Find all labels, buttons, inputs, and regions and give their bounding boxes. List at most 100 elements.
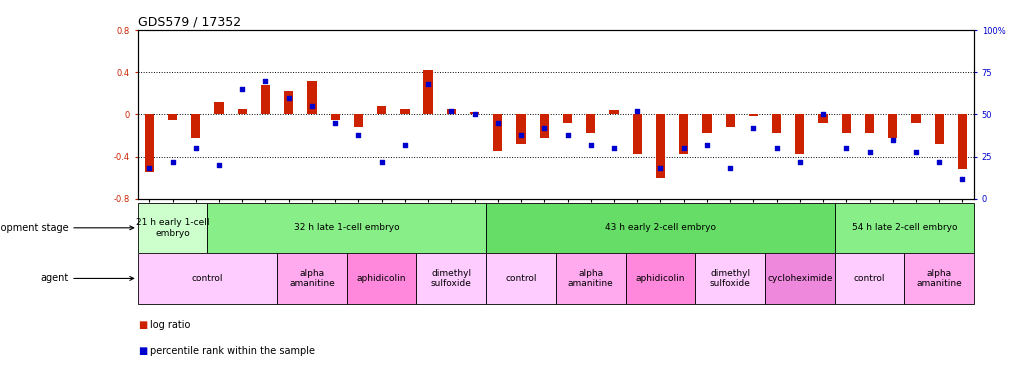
Bar	[933, 114, 943, 144]
Bar	[493, 114, 502, 151]
Point	[814, 111, 830, 117]
Point	[582, 142, 598, 148]
Point	[652, 165, 668, 171]
Point	[211, 162, 227, 168]
Point	[954, 176, 970, 181]
Point	[907, 148, 923, 154]
Bar	[470, 112, 479, 114]
Point	[350, 132, 366, 138]
Text: ■: ■	[138, 346, 147, 356]
Bar	[957, 114, 966, 169]
Bar	[904, 253, 973, 304]
Bar	[214, 102, 223, 114]
Text: control: control	[504, 274, 536, 283]
Bar	[701, 114, 711, 134]
Point	[675, 145, 691, 151]
Point	[442, 108, 459, 114]
Point	[373, 159, 389, 165]
Point	[629, 108, 645, 114]
Point	[536, 125, 552, 131]
Point	[605, 145, 622, 151]
Text: log ratio: log ratio	[150, 320, 191, 330]
Text: dimethyl
sulfoxide: dimethyl sulfoxide	[709, 269, 750, 288]
Text: alpha
amanitine: alpha amanitine	[568, 269, 613, 288]
Bar	[555, 253, 625, 304]
Bar	[261, 85, 270, 114]
Bar	[864, 114, 873, 134]
Text: control: control	[853, 274, 884, 283]
Point	[791, 159, 807, 165]
Point	[513, 132, 529, 138]
Point	[466, 111, 482, 117]
Text: control: control	[192, 274, 223, 283]
Point	[745, 125, 761, 131]
Bar	[910, 114, 920, 123]
Bar	[625, 253, 695, 304]
Bar	[562, 114, 572, 123]
Point	[164, 159, 180, 165]
Point	[838, 145, 854, 151]
Point	[257, 78, 273, 84]
Bar	[516, 114, 525, 144]
Bar	[817, 114, 827, 123]
Text: GDS579 / 17352: GDS579 / 17352	[138, 16, 240, 29]
Bar	[632, 114, 641, 154]
Bar	[277, 253, 346, 304]
Bar	[354, 114, 363, 127]
Bar	[138, 253, 277, 304]
Point	[327, 120, 343, 126]
Bar	[138, 202, 207, 253]
Bar	[416, 253, 486, 304]
Point	[930, 159, 947, 165]
Bar	[679, 114, 688, 154]
Bar	[346, 253, 416, 304]
Bar	[834, 253, 904, 304]
Point	[721, 165, 738, 171]
Bar	[608, 110, 618, 114]
Point	[558, 132, 575, 138]
Text: dimethyl
sulfoxide: dimethyl sulfoxide	[430, 269, 472, 288]
Text: agent: agent	[40, 273, 133, 284]
Bar	[283, 91, 293, 114]
Bar	[145, 114, 154, 172]
Bar	[764, 253, 834, 304]
Text: 54 h late 2-cell embryo: 54 h late 2-cell embryo	[851, 224, 956, 232]
Point	[767, 145, 784, 151]
Bar	[207, 202, 486, 253]
Bar	[191, 114, 200, 138]
Text: 21 h early 1-cell
embryo: 21 h early 1-cell embryo	[136, 218, 209, 237]
Point	[883, 137, 900, 143]
Point	[187, 145, 204, 151]
Text: 43 h early 2-cell embryo: 43 h early 2-cell embryo	[604, 224, 715, 232]
Bar	[841, 114, 850, 134]
Bar	[586, 114, 595, 134]
Bar	[695, 253, 764, 304]
Text: aphidicolin: aphidicolin	[635, 274, 685, 283]
Bar	[655, 114, 664, 178]
Bar	[748, 114, 757, 117]
Bar	[446, 109, 455, 114]
Point	[280, 94, 297, 100]
Text: cycloheximide: cycloheximide	[766, 274, 832, 283]
Bar	[725, 114, 734, 127]
Text: ■: ■	[138, 320, 147, 330]
Point	[141, 165, 157, 171]
Bar	[399, 109, 410, 114]
Bar	[486, 202, 834, 253]
Point	[860, 148, 876, 154]
Bar	[771, 114, 781, 134]
Text: development stage: development stage	[0, 223, 133, 233]
Bar	[486, 253, 555, 304]
Bar	[834, 202, 973, 253]
Bar	[795, 114, 804, 154]
Bar	[168, 114, 177, 120]
Point	[396, 142, 413, 148]
Point	[304, 103, 320, 109]
Bar	[539, 114, 548, 138]
Text: 32 h late 1-cell embryo: 32 h late 1-cell embryo	[293, 224, 399, 232]
Text: aphidicolin: aphidicolin	[357, 274, 406, 283]
Bar	[377, 106, 386, 114]
Bar	[330, 114, 339, 120]
Text: alpha
amanitine: alpha amanitine	[288, 269, 334, 288]
Point	[420, 81, 436, 87]
